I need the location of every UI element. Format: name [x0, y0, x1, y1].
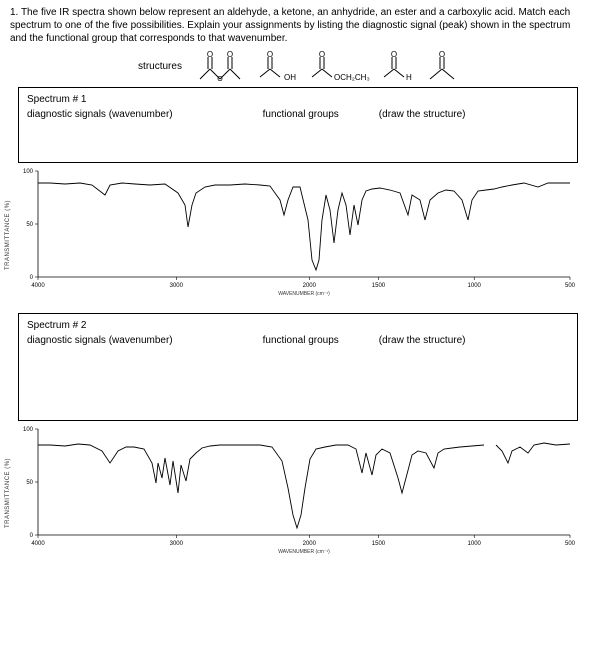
spectrum2-yaxis-label: TRANSMITTANCE (%) [5, 458, 11, 528]
structure-ester: O OCH₂CH₃ [310, 51, 370, 81]
spectrum1-header: Spectrum # 1 diagnostic signals (wavenum… [18, 87, 578, 163]
svg-text:0: 0 [30, 275, 34, 281]
svg-text:O: O [439, 51, 445, 59]
question-text: 1. The five IR spectra shown below repre… [10, 6, 586, 45]
svg-text:1500: 1500 [372, 283, 386, 289]
spectrum2-title: Spectrum # 2 [27, 320, 569, 331]
spectrum1-col2: functional groups [263, 109, 339, 120]
spectrum2-header: Spectrum # 2 diagnostic signals (wavenum… [18, 313, 578, 421]
svg-text:WAVENUMBER (cm⁻¹): WAVENUMBER (cm⁻¹) [278, 549, 330, 555]
svg-text:O: O [319, 51, 325, 59]
svg-text:WAVENUMBER (cm⁻¹): WAVENUMBER (cm⁻¹) [278, 291, 330, 297]
svg-text:100: 100 [23, 169, 34, 175]
svg-text:2000: 2000 [303, 541, 317, 547]
structure-aldehyde: O H [382, 51, 416, 81]
structure-anhydride: O O O [198, 51, 246, 81]
svg-text:OH: OH [284, 73, 296, 81]
svg-text:H: H [406, 73, 412, 81]
svg-text:1500: 1500 [372, 541, 386, 547]
svg-text:0: 0 [30, 533, 34, 539]
svg-text:O: O [217, 76, 223, 81]
svg-text:1000: 1000 [468, 283, 482, 289]
structures-label: structures [138, 61, 182, 72]
spectrum1-title: Spectrum # 1 [27, 94, 569, 105]
svg-text:O: O [207, 51, 213, 59]
svg-text:50: 50 [26, 222, 33, 228]
svg-text:4000: 4000 [31, 283, 45, 289]
spectrum2-col3: (draw the structure) [379, 335, 466, 346]
svg-text:3000: 3000 [170, 541, 184, 547]
svg-text:1000: 1000 [468, 541, 482, 547]
svg-text:50: 50 [26, 480, 33, 486]
svg-text:O: O [227, 51, 233, 59]
svg-text:100: 100 [23, 427, 34, 433]
svg-text:500: 500 [565, 541, 576, 547]
spectrum2-col2: functional groups [263, 335, 339, 346]
svg-text:O: O [267, 51, 273, 59]
spectrum1-yaxis-label: TRANSMITTANCE (%) [5, 200, 11, 270]
spectrum1-chart: TRANSMITTANCE (%) 0501004000300020001500… [10, 165, 586, 305]
spectrum2-chart: TRANSMITTANCE (%) 0501004000300020001500… [10, 423, 586, 563]
svg-text:2000: 2000 [303, 283, 317, 289]
svg-text:500: 500 [565, 283, 576, 289]
svg-text:3000: 3000 [170, 283, 184, 289]
svg-text:4000: 4000 [31, 541, 45, 547]
spectrum2-col1: diagnostic signals (wavenumber) [27, 335, 173, 346]
svg-text:O: O [391, 51, 397, 59]
spectrum1-col1: diagnostic signals (wavenumber) [27, 109, 173, 120]
spectrum1-col3: (draw the structure) [379, 109, 466, 120]
structures-row: structures O O O O OH [10, 51, 586, 81]
structure-carboxylic-acid: O OH [258, 51, 298, 81]
structure-ketone: O [428, 51, 458, 81]
svg-text:OCH₂CH₃: OCH₂CH₃ [334, 73, 370, 81]
